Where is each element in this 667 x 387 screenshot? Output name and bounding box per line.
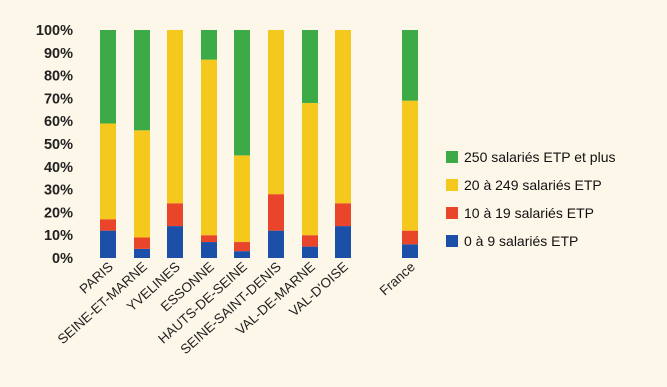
legend-label: 250 salariés ETP et plus [464, 149, 616, 165]
legend-label: 0 à 9 salariés ETP [464, 233, 578, 249]
bar-group [402, 30, 418, 258]
bar-group [134, 30, 150, 258]
bar-segment [100, 30, 116, 124]
legend-swatch [446, 179, 458, 191]
bar-group [302, 30, 318, 258]
bar-segment [201, 242, 217, 258]
bar-group [201, 30, 217, 258]
bar-segment [234, 251, 250, 258]
y-tick-label: 70% [44, 91, 73, 107]
bar-segment [234, 30, 250, 156]
bar-segment [335, 226, 351, 258]
bar-segment [268, 230, 284, 258]
legend-swatch [446, 235, 458, 247]
bar-group [100, 30, 116, 258]
bar-group [167, 30, 183, 258]
legend-item: 0 à 9 salariés ETP [446, 233, 578, 249]
y-tick-label: 100% [36, 23, 73, 39]
legend-item: 10 à 19 salariés ETP [446, 205, 594, 221]
y-tick-label: 10% [44, 228, 73, 244]
bar-segment [402, 30, 418, 101]
y-tick-label: 80% [44, 69, 73, 85]
y-tick-label: 40% [44, 160, 73, 176]
bar-segment [134, 237, 150, 249]
bar-segment [234, 242, 250, 252]
y-tick-label: 60% [44, 114, 73, 130]
bar-segment [268, 30, 284, 195]
bar-segment [167, 226, 183, 258]
bar-segment [402, 230, 418, 245]
bar-segment [100, 219, 116, 231]
legend-item: 20 à 249 salariés ETP [446, 177, 602, 193]
bar-segment [402, 244, 418, 258]
bar-segment [134, 130, 150, 238]
legend: 250 salariés ETP et plus 20 à 249 salarié… [446, 149, 616, 249]
bar-group [268, 30, 284, 258]
bar-segment [167, 203, 183, 227]
bars [100, 30, 418, 258]
bar-segment [167, 30, 183, 204]
bar-segment [100, 230, 116, 258]
bar-segment [302, 102, 318, 236]
bar-segment [302, 30, 318, 103]
bar-segment [268, 194, 284, 231]
bar-segment [402, 100, 418, 231]
y-tick-label: 50% [44, 137, 73, 153]
bar-segment [302, 246, 318, 258]
bar-segment [201, 30, 217, 60]
legend-swatch [446, 207, 458, 219]
y-tick-label: 90% [44, 46, 73, 62]
bar-segment [100, 123, 116, 220]
legend-item: 250 salariés ETP et plus [446, 149, 616, 165]
bar-segment [234, 155, 250, 243]
bar-group [234, 30, 250, 258]
y-axis: 0% 10% 20% 30% 40% 50% 60% 70% 80% 90% 100% [36, 23, 73, 267]
y-tick-label: 20% [44, 205, 73, 221]
y-tick-label: 0% [52, 251, 73, 267]
bar-group [335, 30, 351, 258]
bar-segment [201, 59, 217, 236]
bar-segment [134, 248, 150, 258]
y-tick-label: 30% [44, 183, 73, 199]
bar-segment [302, 235, 318, 247]
bar-segment [335, 203, 351, 227]
legend-swatch [446, 151, 458, 163]
bar-segment [134, 30, 150, 131]
bar-segment [201, 235, 217, 243]
legend-label: 10 à 19 salariés ETP [464, 205, 594, 221]
bar-segment [335, 30, 351, 204]
legend-label: 20 à 249 salariés ETP [464, 177, 602, 193]
